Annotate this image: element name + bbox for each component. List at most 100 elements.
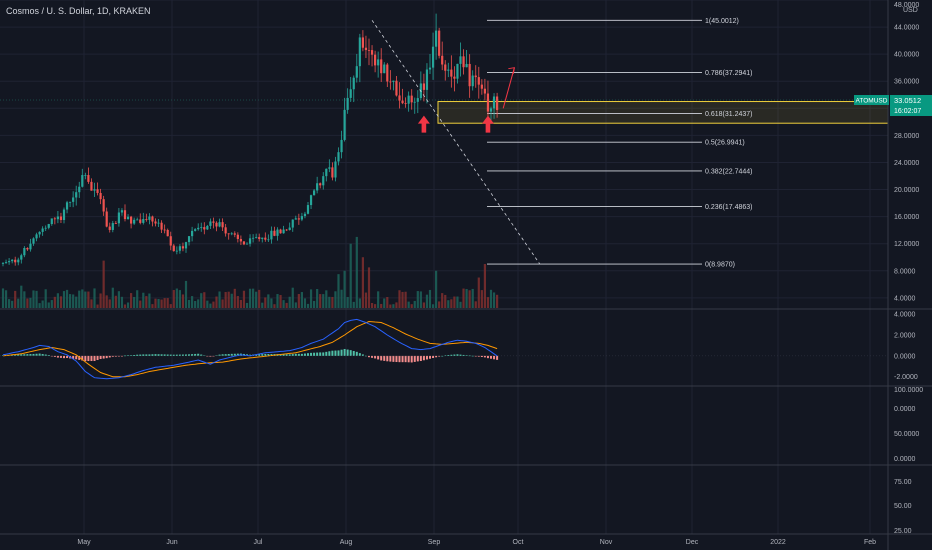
- fibonacci-retracement[interactable]: 1(45.0012) 0.786(37.2941) 0.618(31.2437) 0.…: [487, 18, 752, 269]
- volume-bar: [364, 292, 368, 308]
- candle-body: [136, 219, 139, 221]
- candle-body: [245, 243, 249, 245]
- candle-body: [108, 226, 111, 230]
- macd-histogram-bar: [209, 355, 212, 357]
- macd-histogram-bar: [496, 355, 499, 360]
- volume-bar: [81, 289, 84, 308]
- volume-bar: [322, 294, 325, 308]
- volume-bar: [419, 291, 422, 308]
- candle-body: [334, 161, 337, 178]
- volume-bar: [166, 298, 169, 308]
- volume-bar: [407, 301, 410, 308]
- volume-bar: [114, 295, 117, 308]
- time-tick-label: Dec: [686, 539, 699, 546]
- macd-histogram-bar: [215, 355, 218, 356]
- volume-bar: [258, 289, 261, 308]
- macd-histogram-bar: [343, 348, 346, 356]
- candle-body: [206, 225, 209, 230]
- candle-body: [93, 189, 96, 191]
- macd-histogram-bar: [355, 351, 358, 356]
- candle-body: [96, 189, 99, 193]
- volume-bar: [117, 291, 120, 308]
- volume-bar: [462, 288, 465, 308]
- volume-bar: [386, 296, 389, 308]
- macd-histogram-bar: [111, 355, 114, 357]
- macd-histogram-bar: [474, 355, 477, 357]
- candle-body: [62, 209, 66, 220]
- macd-histogram-bar: [432, 355, 435, 359]
- macd-histogram-bar: [456, 354, 459, 356]
- current-price-badge: ATOMUSD 33.0512 16:02:07: [854, 95, 932, 116]
- volume-bar: [349, 243, 352, 308]
- macd-histogram-bar: [438, 355, 441, 357]
- candle-body: [435, 30, 438, 47]
- macd-histogram-bar: [23, 354, 26, 356]
- candle-body: [355, 66, 358, 78]
- macd-histogram-bar: [303, 353, 306, 356]
- macd-histogram-bar: [188, 354, 191, 356]
- volume-bar: [181, 294, 185, 308]
- volume-bar: [395, 302, 398, 308]
- candle-body: [319, 183, 322, 186]
- macd-histogram-bar: [96, 355, 99, 361]
- macd-histogram-bar: [337, 350, 340, 356]
- indicator-tick-label: 50.0000: [894, 431, 919, 438]
- candle-body: [166, 229, 169, 237]
- volume-bar: [194, 300, 197, 308]
- macd-histogram-bar: [197, 353, 200, 356]
- candle-body: [383, 64, 386, 74]
- volume-bar: [252, 288, 255, 308]
- time-axis[interactable]: May Jun Jul Aug Sep Oct Nov Dec 2022 Feb: [77, 539, 876, 546]
- drawing-annotations[interactable]: [371, 20, 541, 265]
- candle-body: [316, 183, 319, 191]
- candle-body: [471, 75, 474, 87]
- candle-body: [35, 234, 38, 239]
- price-axis[interactable]: 48.000044.000040.000036.000032.000028.00…: [894, 2, 923, 535]
- macd-histogram-bar: [285, 354, 288, 356]
- macd-histogram-bar: [130, 355, 133, 356]
- macd-histogram-bar: [139, 354, 142, 356]
- volume-bar: [197, 299, 200, 308]
- macd-histogram-bar: [429, 355, 431, 359]
- macd-histogram-bar: [20, 354, 23, 356]
- candle-body: [157, 222, 160, 224]
- volume-bar: [438, 301, 441, 308]
- macd-histogram-bar: [169, 354, 172, 356]
- volume-bar: [245, 302, 249, 308]
- candle-body: [386, 64, 389, 82]
- volume-bar: [435, 270, 438, 308]
- fib-golden-zone[interactable]: [437, 101, 889, 124]
- time-tick-label: Nov: [600, 539, 613, 546]
- volume-bar: [29, 297, 32, 308]
- macd-histogram-bar: [224, 354, 227, 356]
- volume-bar: [72, 294, 75, 308]
- candle-body: [90, 181, 93, 191]
- volume-bar: [255, 291, 258, 308]
- macd-histogram-bar: [84, 355, 87, 362]
- volume-bar: [377, 291, 380, 308]
- fib-level-label: 0(8.9870): [705, 262, 735, 269]
- candle-body: [468, 63, 471, 87]
- candle-body: [404, 103, 407, 104]
- macd-histogram-bar: [59, 355, 62, 358]
- volume-bar: [273, 304, 276, 308]
- macd-histogram-bar: [264, 353, 267, 356]
- macd-histogram-bar: [358, 353, 361, 356]
- macd-histogram-bar: [154, 354, 157, 356]
- candle-body: [288, 227, 291, 230]
- macd-histogram-bar: [227, 353, 230, 356]
- macd-histogram-bar: [425, 355, 428, 360]
- candle-body: [282, 229, 285, 234]
- volume-bar: [56, 293, 59, 308]
- price-tick-label: 16.0000: [894, 214, 919, 221]
- volume-bar: [1, 288, 5, 308]
- volume-bar: [212, 301, 215, 308]
- volume-bar: [200, 293, 203, 308]
- candle-body: [398, 95, 401, 101]
- macd-histogram-bar: [99, 355, 102, 360]
- candle-body: [313, 190, 316, 196]
- macd-histogram-bar: [81, 355, 84, 361]
- chart-title: Cosmos / U. S. Dollar, 1D, KRAKEN: [6, 6, 151, 16]
